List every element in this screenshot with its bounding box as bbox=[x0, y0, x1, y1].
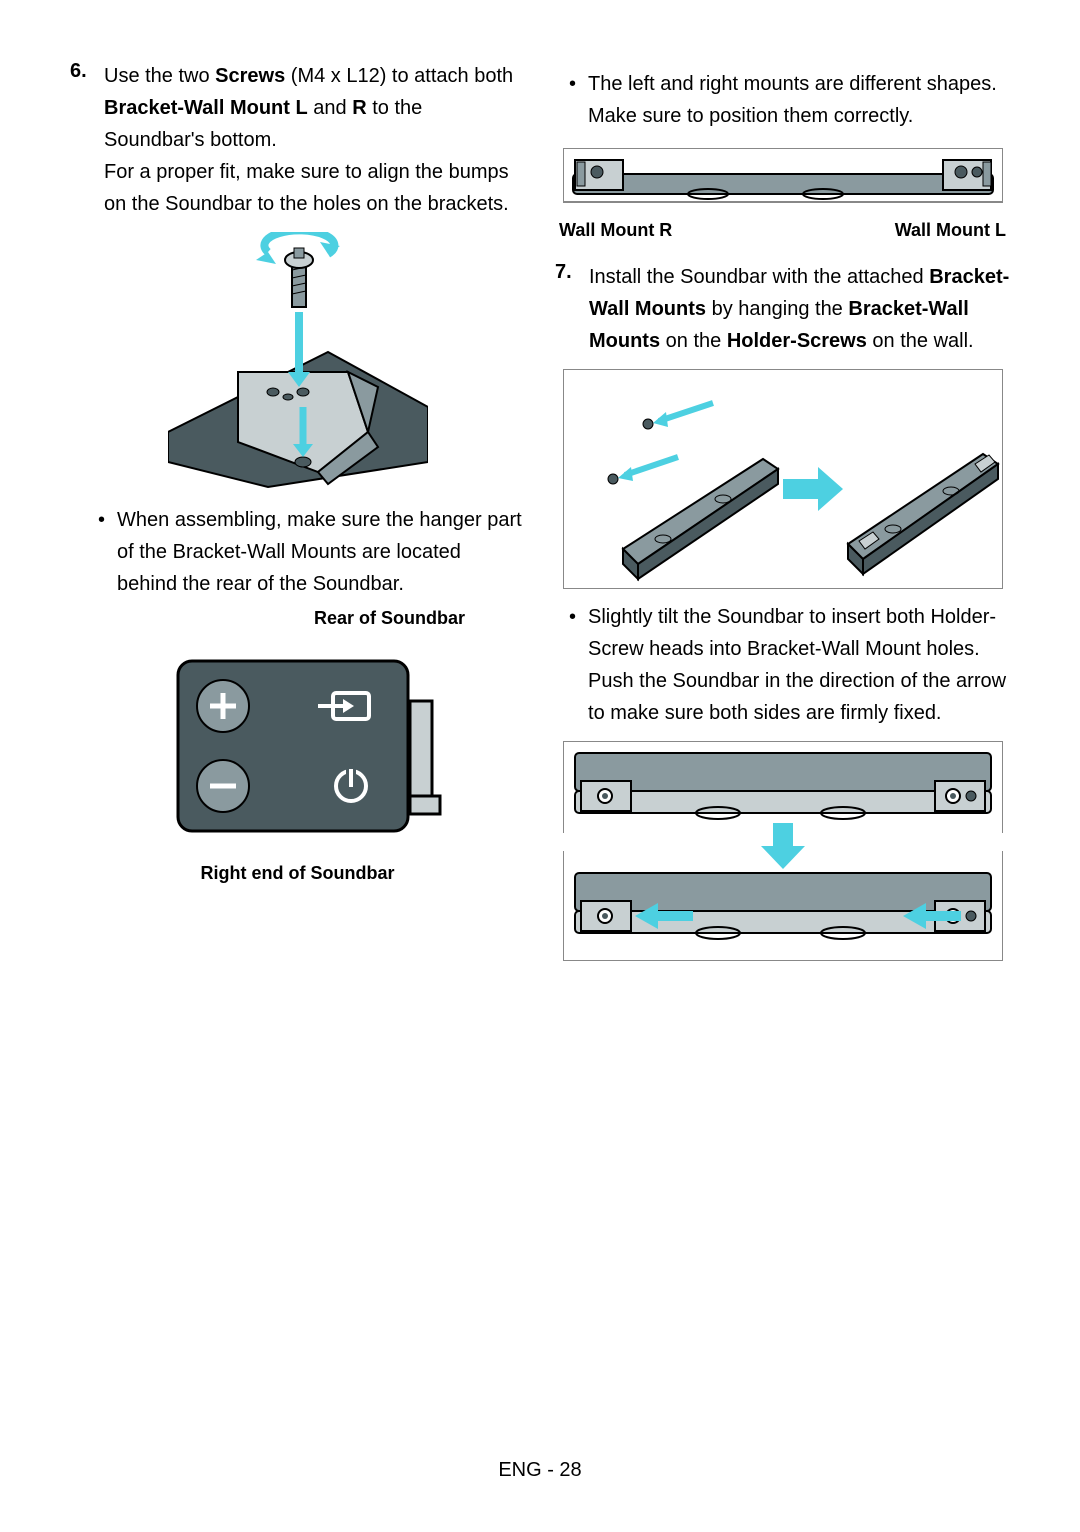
wall-mount-labels: Wall Mount R Wall Mount L bbox=[555, 220, 1010, 241]
bullet-hanger-position: • When assembling, make sure the hanger … bbox=[98, 504, 525, 600]
step-text: Install the Soundbar with the attached B… bbox=[589, 261, 1010, 357]
step-number: 6. bbox=[70, 60, 94, 220]
manual-page: 6. Use the two Screws (M4 x L12) to atta… bbox=[0, 0, 1080, 1532]
caption-rear: Rear of Soundbar bbox=[70, 608, 525, 629]
figure-screw-bracket bbox=[70, 232, 525, 492]
label-wm-l: Wall Mount L bbox=[895, 220, 1006, 241]
caption-right-end: Right end of Soundbar bbox=[70, 863, 525, 884]
step-number: 7. bbox=[555, 261, 579, 357]
bullet-tilt-insert: • Slightly tilt the Soundbar to insert b… bbox=[569, 601, 1010, 729]
right-column: • The left and right mounts are differen… bbox=[555, 60, 1010, 973]
figure-wall-mounts bbox=[555, 148, 1010, 208]
step-text: Use the two Screws (M4 x L12) to attach … bbox=[104, 60, 525, 220]
two-column-layout: 6. Use the two Screws (M4 x L12) to atta… bbox=[70, 60, 1010, 973]
step-7: 7. Install the Soundbar with the attache… bbox=[555, 261, 1010, 357]
bullet-mount-shapes: • The left and right mounts are differen… bbox=[569, 68, 1010, 132]
left-column: 6. Use the two Screws (M4 x L12) to atta… bbox=[70, 60, 525, 973]
step-6: 6. Use the two Screws (M4 x L12) to atta… bbox=[70, 60, 525, 220]
figure-hang-soundbar bbox=[555, 369, 1010, 589]
figure-push-fix bbox=[555, 741, 1010, 961]
label-wm-r: Wall Mount R bbox=[559, 220, 672, 241]
figure-soundbar-end bbox=[70, 641, 525, 851]
page-number: ENG - 28 bbox=[0, 1459, 1080, 1482]
